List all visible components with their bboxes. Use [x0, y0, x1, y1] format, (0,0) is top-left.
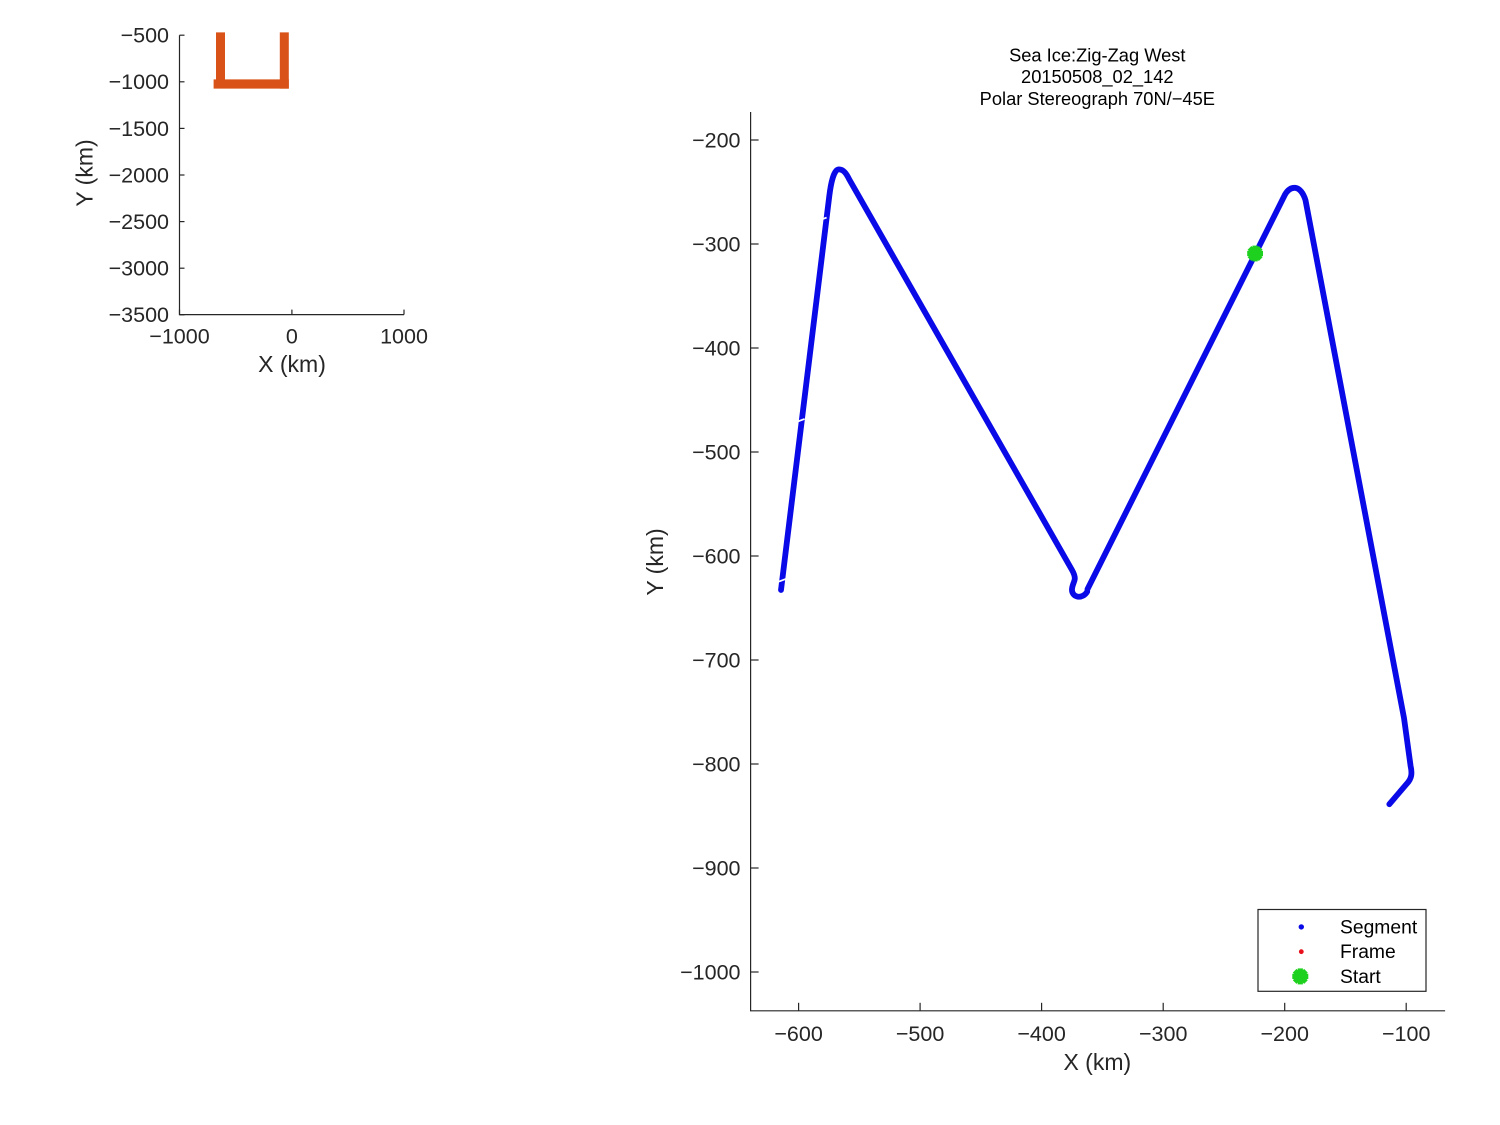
- svg-text:−900: −900: [692, 856, 740, 880]
- svg-text:Y (km): Y (km): [72, 139, 98, 206]
- svg-text:−300: −300: [692, 232, 740, 256]
- svg-text:−1000: −1000: [149, 324, 209, 348]
- svg-text:Sea Ice:Zig-Zag West: Sea Ice:Zig-Zag West: [1009, 44, 1185, 65]
- svg-text:−600: −600: [774, 1022, 822, 1046]
- svg-text:−400: −400: [692, 336, 740, 360]
- svg-text:−800: −800: [692, 752, 740, 776]
- svg-text:Start: Start: [1340, 967, 1381, 988]
- svg-text:−500: −500: [692, 440, 740, 464]
- svg-text:Segment: Segment: [1340, 917, 1418, 938]
- svg-text:−500: −500: [121, 24, 169, 48]
- svg-text:−3500: −3500: [109, 303, 169, 327]
- svg-text:Y (km): Y (km): [642, 528, 668, 595]
- svg-text:−200: −200: [1260, 1022, 1308, 1046]
- svg-text:−500: −500: [896, 1022, 944, 1046]
- svg-text:X (km): X (km): [258, 351, 326, 377]
- svg-text:−200: −200: [692, 128, 740, 152]
- svg-text:X (km): X (km): [1063, 1049, 1131, 1075]
- svg-text:−2000: −2000: [109, 163, 169, 187]
- svg-text:−1000: −1000: [109, 70, 169, 94]
- svg-text:−400: −400: [1017, 1022, 1065, 1046]
- svg-text:−700: −700: [692, 648, 740, 672]
- svg-text:Frame: Frame: [1340, 942, 1396, 963]
- svg-text:Polar Stereograph 70N/−45E: Polar Stereograph 70N/−45E: [980, 88, 1215, 109]
- svg-text:0: 0: [286, 324, 298, 348]
- svg-text:1000: 1000: [380, 324, 428, 348]
- svg-text:−300: −300: [1139, 1022, 1187, 1046]
- svg-text:−3000: −3000: [109, 257, 169, 281]
- svg-text:−1000: −1000: [680, 960, 740, 984]
- svg-text:−600: −600: [692, 544, 740, 568]
- svg-text:−2500: −2500: [109, 210, 169, 234]
- svg-text:−1500: −1500: [109, 117, 169, 141]
- svg-text:20150508_02_142: 20150508_02_142: [1021, 66, 1174, 88]
- svg-text:−100: −100: [1382, 1022, 1430, 1046]
